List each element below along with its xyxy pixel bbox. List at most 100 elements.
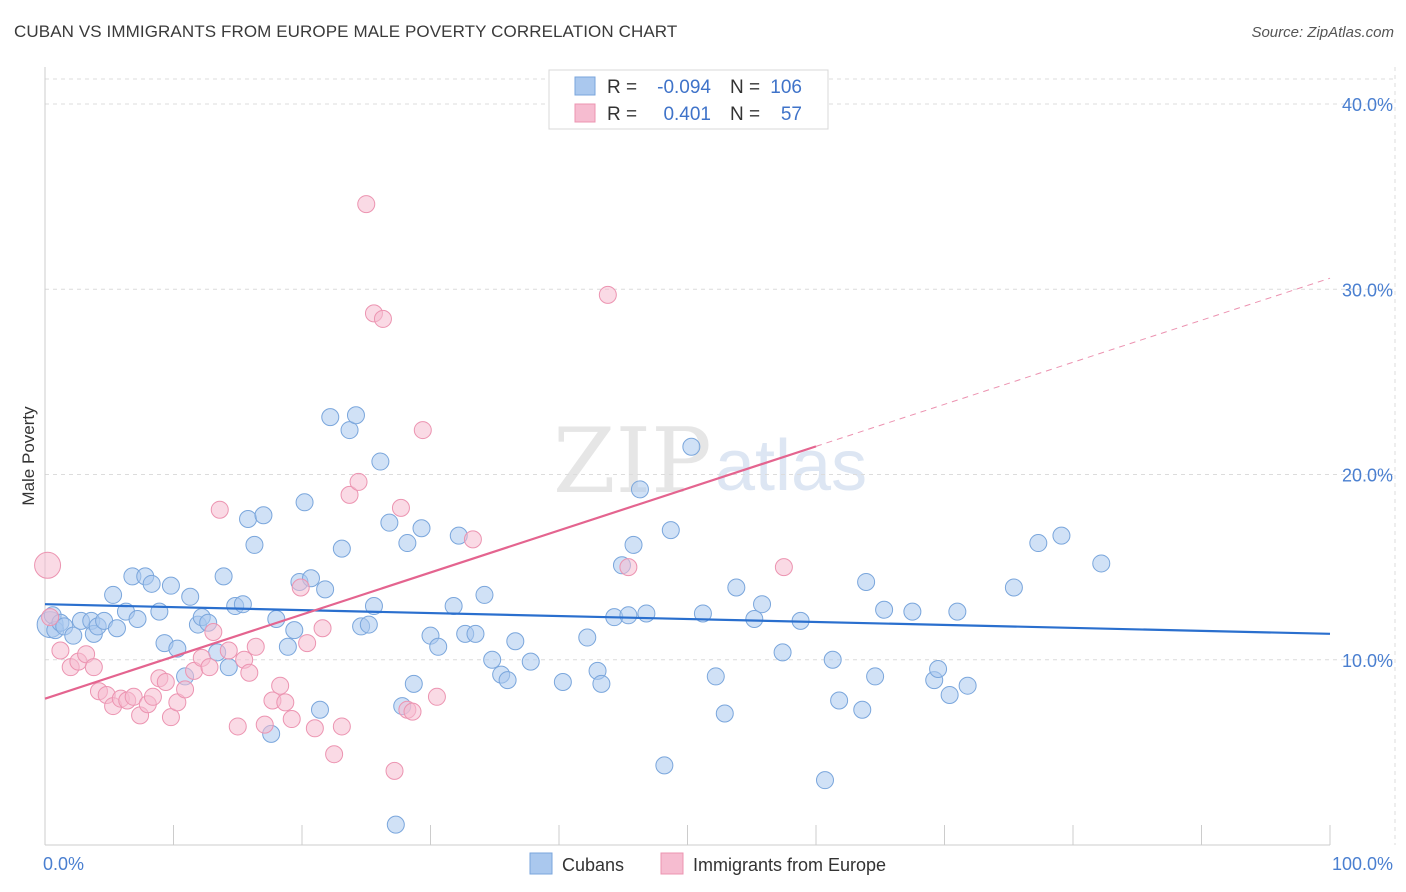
immigrants-trend-line	[44, 445, 817, 700]
immigrants-point-53	[463, 530, 482, 549]
legend-r-label-2: R =	[607, 104, 637, 125]
cubans-point-78	[630, 480, 649, 499]
legend-r-value-2: 0.401	[663, 104, 711, 125]
bottom-legend-cubans: Cubans	[562, 855, 624, 875]
cubans-point-94	[853, 700, 872, 719]
legend-r-label-1: R =	[607, 77, 637, 98]
immigrants-point-56	[774, 558, 793, 577]
cubans-point-23	[181, 587, 200, 606]
legend-n-value-2: 57	[781, 104, 802, 125]
immigrants-point-12	[124, 687, 143, 706]
cubans-point-87	[745, 610, 764, 629]
immigrants-point-37	[298, 634, 317, 653]
immigrants-point-30	[246, 637, 265, 656]
y-tick-label-0: 10.0%	[1342, 651, 1393, 671]
cubans-point-65	[483, 650, 502, 669]
cubans-point-67	[498, 671, 517, 690]
cubans-point-42	[310, 700, 329, 719]
cubans-point-63	[466, 624, 485, 643]
cubans-point-46	[340, 421, 359, 440]
cubans-point-40	[295, 493, 314, 512]
immigrants-point-17	[156, 672, 175, 691]
cubans-point-98	[903, 602, 922, 621]
cubans-point-50	[364, 597, 383, 616]
immigrants-point-6	[84, 658, 103, 677]
immigrants-point-39	[313, 619, 332, 638]
cubans-point-55	[398, 534, 417, 553]
legend-swatch-immigrants	[574, 103, 596, 123]
immigrants-point-35	[282, 710, 301, 729]
cubans-point-38	[285, 621, 304, 640]
cubans-point-28	[214, 567, 233, 586]
cubans-point-52	[380, 513, 399, 532]
cubans-point-44	[321, 408, 340, 427]
immigrants-point-31	[255, 715, 274, 734]
cubans-point-47	[346, 406, 365, 425]
cubans-point-71	[578, 628, 597, 647]
cubans-point-76	[619, 606, 638, 625]
cubans-point-29	[219, 658, 238, 677]
cubans-point-82	[682, 437, 701, 456]
watermark-zip: ZIP	[553, 409, 712, 514]
cubans-point-92	[823, 650, 842, 669]
bottom-legend-swatch-cubans	[529, 852, 553, 875]
cubans-point-96	[866, 667, 885, 686]
axes	[44, 67, 1331, 846]
cubans-point-49	[359, 615, 378, 634]
cubans-point-33	[245, 535, 264, 554]
immigrants-point-46	[373, 309, 392, 328]
trend-lines	[44, 277, 1331, 700]
cubans-point-5	[64, 626, 83, 645]
cubans-point-105	[1029, 534, 1048, 553]
cubans-point-45	[332, 539, 351, 558]
tick-labels: 10.0% 20.0% 30.0% 40.0% 0.0% 100.0%	[43, 95, 1393, 874]
legend-n-label-1: N =	[730, 77, 760, 98]
stats-legend: R = -0.094 N = 106 R = 0.401 N = 57	[548, 69, 829, 130]
cubans-point-107	[1092, 554, 1111, 573]
cubans-point-43	[316, 580, 335, 599]
cubans-point-59	[429, 637, 448, 656]
cubans-point-79	[637, 604, 656, 623]
cubans-point-37	[278, 637, 297, 656]
immigrants-point-51	[413, 421, 432, 440]
immigrants-point-38	[305, 719, 324, 738]
watermark-atlas: atlas	[715, 426, 867, 506]
cubans-point-86	[727, 578, 746, 597]
cubans-point-53	[386, 815, 405, 834]
immigrants-point-26	[219, 641, 238, 660]
immigrants-point-44	[357, 195, 376, 214]
cubans-point-69	[521, 652, 540, 671]
immigrants-point-55	[619, 558, 638, 577]
cubans-point-104	[1004, 578, 1023, 597]
immigrants-point-1	[41, 608, 60, 627]
immigrants-point-43	[349, 472, 368, 491]
cubans-trend-line	[44, 603, 1331, 635]
cubans-point-64	[475, 585, 494, 604]
cubans-point-68	[506, 632, 525, 651]
cubans-point-89	[773, 643, 792, 662]
cubans-point-100	[929, 660, 948, 679]
cubans-point-81	[661, 521, 680, 540]
immigrants-points	[34, 195, 793, 780]
x-tick-label-max: 100.0%	[1332, 854, 1393, 874]
immigrants-point-29	[240, 663, 259, 682]
immigrants-point-24	[204, 622, 223, 641]
y-tick-label-1: 20.0%	[1342, 466, 1393, 486]
cubans-point-34	[254, 506, 273, 525]
immigrants-point-15	[143, 687, 162, 706]
immigrants-point-50	[403, 702, 422, 721]
immigrants-point-48	[391, 498, 410, 517]
cubans-point-77	[624, 535, 643, 554]
cubans-point-12	[107, 619, 126, 638]
chart-title: CUBAN VS IMMIGRANTS FROM EUROPE MALE POV…	[14, 22, 678, 41]
immigrants-trend-extension	[815, 277, 1331, 447]
immigrants-point-18	[161, 708, 180, 727]
immigrants-point-27	[228, 717, 247, 736]
cubans-point-31	[233, 595, 252, 614]
immigrants-point-52	[427, 687, 446, 706]
cubans-point-91	[815, 771, 834, 790]
immigrants-point-42	[340, 485, 359, 504]
series-legend: Cubans Immigrants from Europe	[529, 852, 886, 875]
cubans-point-95	[857, 572, 876, 591]
cubans-point-101	[940, 685, 959, 704]
